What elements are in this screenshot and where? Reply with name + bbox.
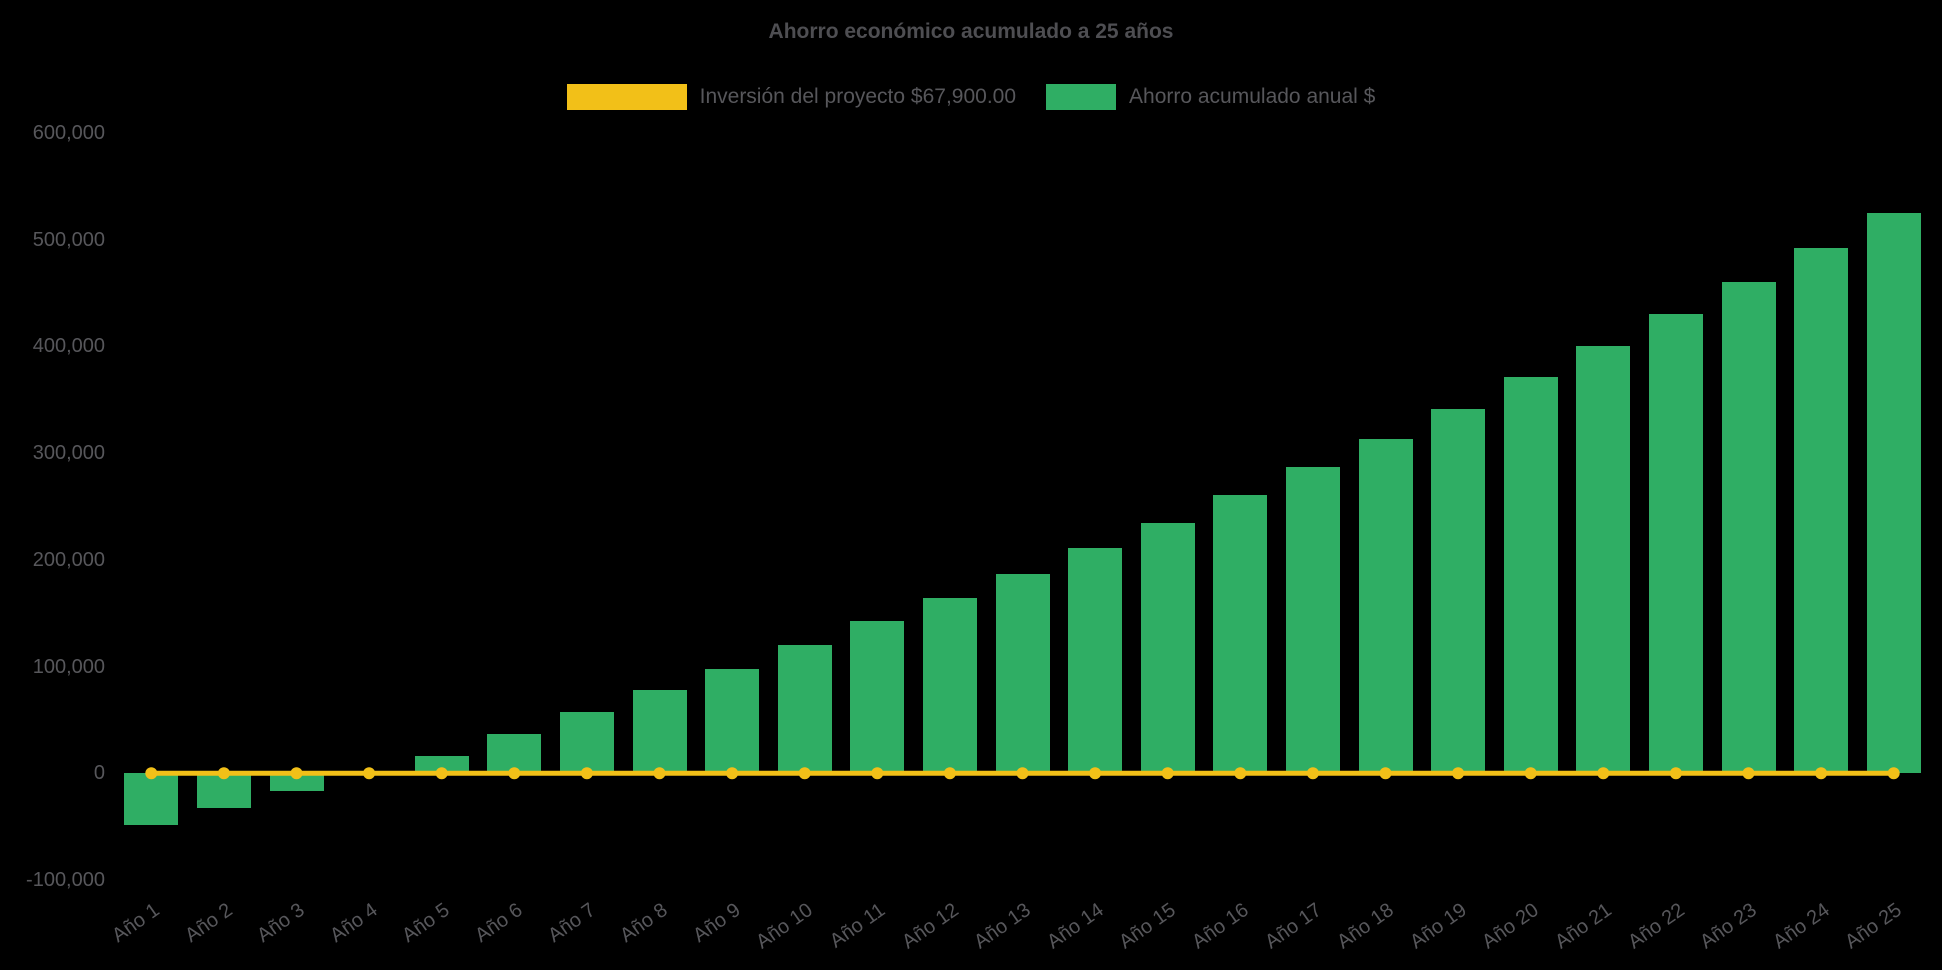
investment-line-point	[363, 767, 376, 780]
x-axis-tick-label: Año 16	[1188, 898, 1253, 954]
bar-año-1	[124, 773, 179, 825]
x-axis-tick-label: Año 7	[543, 898, 600, 947]
x-axis-tick-label: Año 18	[1333, 898, 1398, 954]
y-axis-tick-label: -100,000	[26, 869, 105, 891]
y-axis-tick-label: 100,000	[32, 655, 105, 678]
x-axis-tick-label: Año 4	[325, 898, 382, 947]
bar-año-19	[1431, 409, 1486, 774]
x-axis-tick-label: Año 11	[826, 898, 890, 953]
bar-año-13	[995, 573, 1050, 774]
bar-año-4	[342, 771, 397, 774]
bar-año-16	[1213, 494, 1268, 774]
bar-año-3	[269, 773, 324, 792]
x-axis-tick-label: Año 10	[752, 898, 818, 954]
x-axis-tick-label: Año 9	[688, 898, 745, 947]
legend-label: Inversión del proyecto $67,900.00	[699, 85, 1017, 108]
y-axis-tick-label: 200,000	[32, 548, 105, 571]
chart-title: Ahorro económico acumulado a 25 años	[768, 20, 1174, 43]
bar-año-18	[1358, 439, 1413, 774]
x-axis-tick-label: Año 1	[108, 898, 164, 947]
bar-año-6	[487, 733, 542, 774]
x-axis-tick-label: Año 5	[398, 898, 455, 947]
bar-año-11	[850, 620, 905, 774]
bar-año-14	[1068, 548, 1123, 774]
x-axis-tick-label: Año 23	[1696, 898, 1761, 954]
x-axis-tick-label: Año 17	[1260, 898, 1326, 954]
bar-año-5	[414, 756, 469, 774]
x-axis-tick-label: Año 22	[1623, 898, 1689, 954]
bar-año-25	[1866, 213, 1921, 774]
x-axis-tick-label: Año 3	[253, 898, 309, 947]
legend: Inversión del proyecto $67,900.00 Ahorro …	[0, 84, 1942, 110]
bar-año-7	[559, 712, 614, 774]
x-axis-tick-label: Año 15	[1115, 898, 1181, 954]
bar-año-21	[1576, 346, 1631, 774]
legend-swatch-line	[566, 84, 687, 110]
y-axis-tick-label: 300,000	[32, 442, 105, 465]
bar-año-22	[1648, 314, 1703, 774]
x-axis-tick-label: Año 24	[1768, 898, 1834, 954]
y-axis-tick-label: 0	[93, 762, 105, 785]
x-axis-tick-label: Año 25	[1841, 898, 1907, 954]
legend-item-investment: Inversión del proyecto $67,900.00	[566, 84, 1017, 110]
bar-año-17	[1285, 467, 1340, 774]
x-axis-tick-label: Año 14	[1042, 898, 1108, 954]
bar-año-23	[1721, 282, 1776, 774]
x-axis-tick-label: Año 12	[897, 898, 963, 954]
legend-label: Ahorro acumulado anual $	[1129, 85, 1376, 108]
bar-año-12	[922, 598, 977, 774]
x-axis-tick-label: Año 21	[1551, 898, 1616, 954]
x-axis-tick-label: Año 20	[1478, 898, 1544, 954]
bar-año-20	[1503, 377, 1558, 774]
y-axis-tick-label: 600,000	[32, 122, 105, 144]
x-axis-tick-label: Año 2	[180, 898, 237, 947]
bar-año-2	[196, 773, 251, 809]
x-axis-tick-label: Año 19	[1405, 898, 1471, 954]
legend-item-savings: Ahorro acumulado anual $	[1046, 84, 1375, 110]
bar-año-15	[1140, 522, 1195, 774]
y-axis-tick-label: 500,000	[32, 228, 105, 251]
bar-año-10	[777, 645, 832, 774]
x-axis-tick-label: Año 8	[616, 898, 672, 947]
y-axis-tick-label: 400,000	[32, 335, 105, 358]
legend-swatch-bar	[1046, 84, 1117, 110]
bar-año-9	[705, 668, 760, 774]
bar-año-24	[1794, 248, 1849, 774]
x-axis-tick-label: Año 6	[471, 898, 527, 947]
bar-año-8	[632, 690, 687, 774]
x-axis-tick-label: Año 13	[970, 898, 1035, 954]
